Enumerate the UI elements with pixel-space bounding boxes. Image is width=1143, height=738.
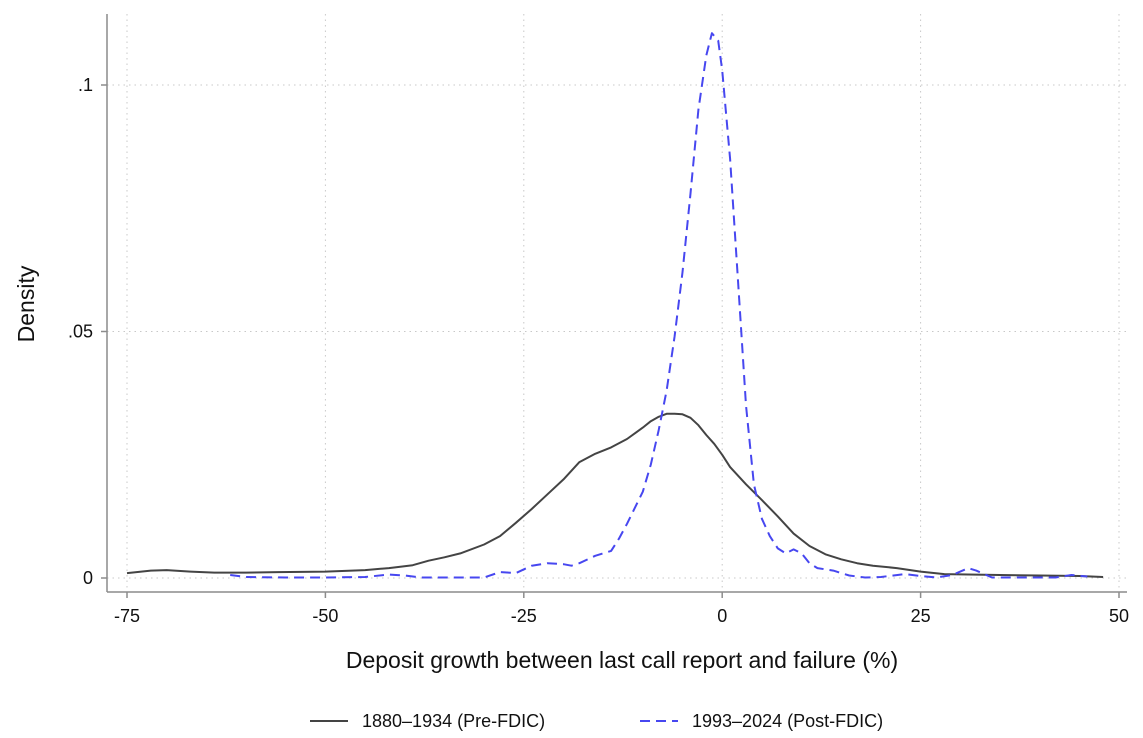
x-axis-title: Deposit growth between last call report … [346,647,898,673]
x-tick-label: 25 [911,606,931,626]
y-tick-label: .05 [68,322,93,342]
legend-label-post-fdic: 1993–2024 (Post-FDIC) [692,711,883,731]
legend-label-pre-fdic: 1880–1934 (Pre-FDIC) [362,711,545,731]
x-tick-label: 50 [1109,606,1129,626]
axes [106,14,1127,593]
x-tick-label: 0 [717,606,727,626]
x-tick-label: -50 [312,606,338,626]
grid-lines [107,14,1127,592]
y-axis-title: Density [13,265,39,342]
y-ticks: 0 .05 .1 [68,75,107,588]
legend: 1880–1934 (Pre-FDIC) 1993–2024 (Post-FDIC… [310,711,883,731]
series-line-post-fdic [230,32,1088,579]
x-ticks: -75 -50 -25 0 25 50 [114,592,1129,626]
x-tick-label: -75 [114,606,140,626]
x-tick-label: -25 [511,606,537,626]
series [126,32,1104,579]
series-line-pre-fdic [126,412,1104,578]
y-tick-label: .1 [78,75,93,95]
y-tick-label: 0 [83,568,93,588]
